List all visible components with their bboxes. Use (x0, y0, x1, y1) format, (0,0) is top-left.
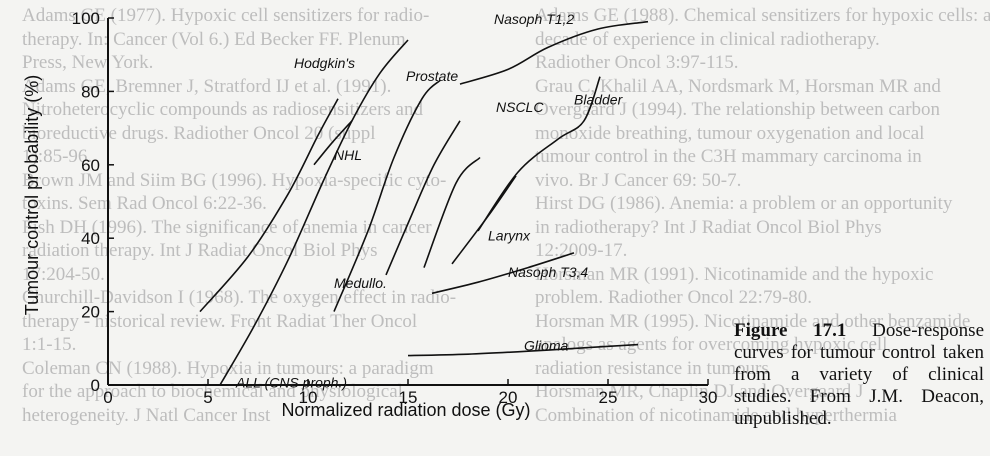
y-tick-label: 20 (81, 303, 100, 322)
background-left-line: Nitroheterocyclic compounds as radiosens… (22, 99, 423, 120)
background-left-line: radiation therapy. Int J Radiat Oncol Bi… (22, 240, 378, 261)
chart-axes: 0 5 10 15 20 25 30 0 20 40 60 80 100 (72, 9, 718, 407)
background-left-line: Fish DH (1996). The significance of anem… (22, 216, 432, 238)
series-label-nhl: NHL (334, 147, 362, 163)
background-right-line: Hirst DG (1986). Anemia: a problem or an… (535, 193, 953, 214)
background-left-line: Churchill-Davidson I (1968). The oxygen … (22, 287, 457, 308)
figure-caption: Figure 17.1 Dose-response curves for tum… (734, 320, 984, 430)
series-curve-nsclc (423, 156, 481, 268)
x-tick-label: 20 (499, 388, 518, 407)
series-curve-nasoph-t3-4 (431, 252, 575, 295)
background-left-line: toxins. Sem Rad Oncol 6:22-36. (22, 193, 267, 214)
chart-svg: 0 5 10 15 20 25 30 0 20 40 60 80 100 Hodgkin's Prosta… (22, 9, 718, 420)
figure-label: Figure 17.1 (734, 320, 847, 341)
x-tick-label: 30 (699, 388, 718, 407)
background-right-line: monoxide breathing, tumour oxygenation a… (535, 122, 925, 144)
x-tick-label: 0 (103, 388, 112, 407)
chart-series (199, 20, 649, 386)
series-label-nasoph-t3-4: Nasoph T3,4 (508, 264, 588, 280)
background-right-line: analogs as agents for overcoming hypoxic… (535, 334, 888, 355)
x-tick-label: 25 (599, 388, 618, 407)
background-left-line: Adams GE (1977). Hypoxic cell sensitizer… (22, 5, 430, 26)
background-left-line: 1:1-15. (22, 334, 77, 355)
series-label-medullo: Medullo. (334, 275, 387, 291)
background-right-line: radiation resistance in tumours (535, 357, 769, 379)
background-right-line: in radiotherapy? Int J Radiat Oncol Biol… (535, 216, 882, 238)
y-axis-label: Tumour control probability (%) (22, 75, 42, 315)
series-curve-hodgkin-s (199, 98, 339, 313)
x-axis-label: Normalized radiation dose (Gy) (281, 400, 530, 420)
x-tick-label: 5 (203, 388, 212, 407)
background-right-line: Horsman MR (1995). Nicotinamide and othe… (535, 310, 971, 332)
background-left-line: 17:204-50. (22, 263, 105, 285)
dose-response-chart: 0 5 10 15 20 25 30 0 20 40 60 80 100 Hodgkin's Prosta… (22, 9, 718, 420)
background-text-left-column: Adams GE (1977). Hypoxic cell sensitizer… (22, 4, 456, 427)
y-tick-label: 60 (81, 156, 100, 175)
background-left-line: heterogeneity. J Natl Cancer Inst (22, 404, 271, 426)
background-left-line: therapy - historical review. Front Radia… (22, 310, 418, 332)
background-right-line: problem. Radiother Oncol 22:79-80. (535, 287, 813, 308)
background-left-line: therapy. In: Cancer (Vol 6.) Ed Becker F… (22, 28, 406, 50)
background-right-line: Horsman MR (1991). Nicotinamide and the … (535, 263, 934, 285)
series-label-hodgkin-s: Hodgkin's (294, 55, 355, 71)
series-label-larynx: Larynx (488, 228, 531, 244)
background-right-line: Horsman MR, Chaplin DJ and Overgaard J (535, 381, 864, 402)
background-left-line: Press, New York. (22, 52, 154, 73)
series-label-nsclc: NSCLC (496, 99, 544, 115)
background-left-line: for the approach to biochemical and phys… (22, 381, 403, 402)
background-right-line: Grau C, Khalil AA, Nordsmark M, Horsman … (535, 75, 941, 97)
series-label-all-cns-proph: ALL (CNS proph.) (235, 374, 347, 390)
background-left-line: Adams GE, Bremner J, Stratford IJ et al.… (22, 75, 392, 97)
background-left-line: Coleman CN (1988). Hypoxia in tumours: a… (22, 357, 434, 379)
background-right-line: Adams GE (1988). Chemical sensitizers fo… (535, 5, 990, 26)
series-curve-nhl (313, 120, 353, 166)
background-right-line: tumour control in the C3H mammary carcin… (535, 146, 922, 167)
series-curve-nasoph-t1-2 (459, 20, 649, 85)
y-tick-label: 100 (72, 9, 100, 28)
series-curve-all-cns-proph (219, 39, 409, 386)
background-right-line: 12:2009-17. (535, 240, 628, 261)
background-right-line: decade of experience in clinical radioth… (535, 28, 880, 50)
series-curve-larynx (451, 175, 517, 265)
figure-caption-text: Dose-response curves for tumour control … (734, 320, 984, 429)
series-curve-prostate (333, 79, 441, 312)
background-left-line: bioreductive drugs. Radiother Oncol 20 (… (22, 122, 376, 144)
series-label-nasoph-t1-2: Nasoph T1,2 (494, 11, 574, 27)
background-left-line: Brown JM and Siim BG (1996). Hypoxia-spe… (22, 169, 447, 191)
background-right-line: vivo. Br J Cancer 69: 50-7. (535, 169, 742, 191)
background-text-right-column: Adams GE (1988). Chemical sensitizers fo… (535, 4, 990, 427)
series-label-prostate: Prostate (406, 68, 458, 84)
background-right-line: Combination of nicotinamide and hyperthe… (535, 404, 897, 426)
series-label-bladder: Bladder (574, 92, 624, 108)
series-label-glioma: Glioma (524, 338, 569, 354)
y-tick-label: 0 (91, 376, 100, 395)
chart-series-labels: Hodgkin's Prostate Nasoph T1,2 NSCLC Bladder… (235, 11, 624, 390)
series-curve-glioma (407, 343, 639, 357)
x-tick-label: 10 (299, 388, 318, 407)
y-tick-label: 40 (81, 229, 100, 248)
y-tick-label: 80 (81, 82, 100, 101)
series-curve-medullo (385, 120, 461, 276)
background-right-line: Radiother Oncol 3:97-115. (535, 52, 739, 73)
background-left-line: 1):85-96. (22, 146, 93, 167)
x-tick-label: 15 (399, 388, 418, 407)
background-right-line: Overgaard J (1994). The relationship bet… (535, 99, 941, 120)
series-curve-bladder (477, 76, 601, 232)
